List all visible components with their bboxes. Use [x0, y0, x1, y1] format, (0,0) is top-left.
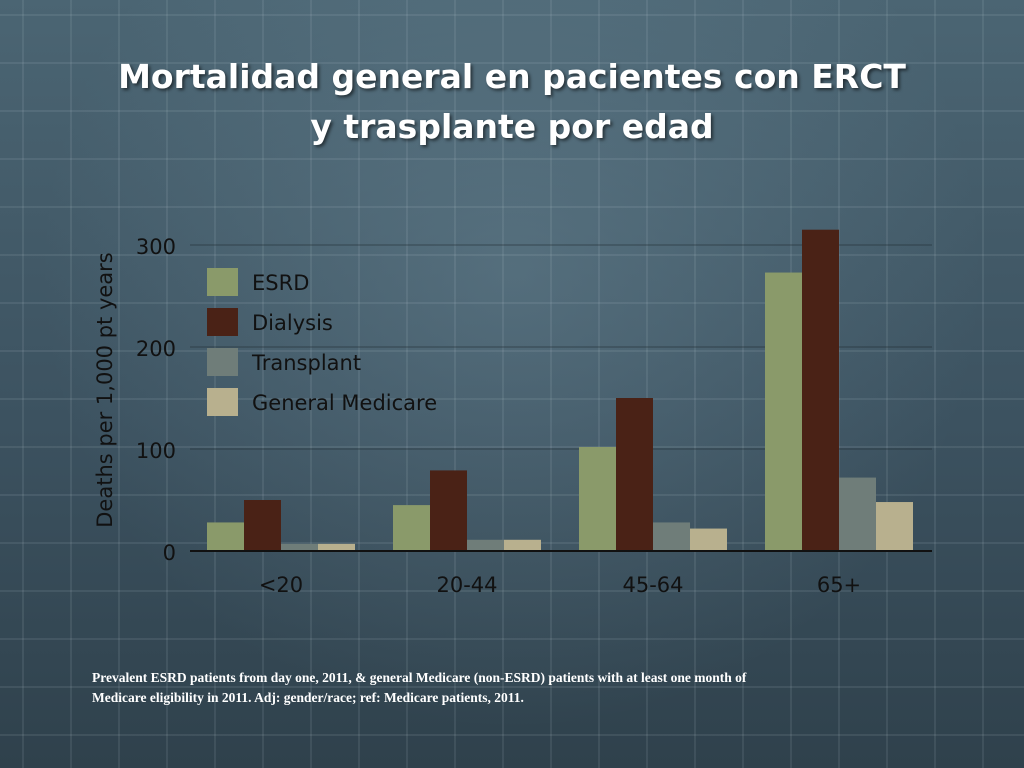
bar-dialysis-0: [244, 500, 281, 551]
caption-line-2: Medicare eligibility in 2011. Adj: gende…: [92, 690, 524, 705]
bar-esrd-1: [393, 505, 430, 551]
x-tick-label-3: 65+: [817, 573, 861, 597]
caption-line-1: Prevalent ESRD patients from day one, 20…: [92, 670, 747, 685]
y-tick-label-200: 200: [136, 337, 176, 361]
bar-esrd-2: [579, 446, 616, 551]
title-line-1: Mortalidad general en pacientes con ERCT: [118, 57, 906, 96]
chart-bars: [207, 229, 913, 551]
legend-swatch-esrd: [207, 268, 238, 296]
bar-general-medicare-2: [690, 528, 727, 551]
bar-general-medicare-0: [318, 543, 355, 551]
legend-swatch-general-medicare: [207, 388, 238, 416]
legend-swatch-transplant: [207, 348, 238, 376]
y-axis-label: Deaths per 1,000 pt years: [93, 252, 117, 528]
chart-legend: ESRD Dialysis Transplant General Medicare: [207, 268, 437, 416]
bar-transplant-2: [653, 522, 690, 551]
bar-transplant-3: [839, 477, 876, 551]
bar-general-medicare-1: [504, 539, 541, 551]
x-tick-label-2: 45-64: [622, 573, 683, 597]
y-axis-ticks: 0 100 200 300: [136, 235, 176, 565]
bar-dialysis-2: [616, 398, 653, 551]
source-caption: Prevalent ESRD patients from day one, 20…: [92, 668, 932, 708]
bar-transplant-1: [467, 539, 504, 551]
bar-transplant-0: [281, 543, 318, 551]
y-tick-label-0: 0: [163, 541, 176, 565]
bar-general-medicare-3: [876, 502, 913, 551]
legend-swatch-dialysis: [207, 308, 238, 336]
legend-label-esrd: ESRD: [252, 271, 309, 295]
bar-dialysis-1: [430, 470, 467, 551]
bar-esrd-3: [765, 272, 802, 551]
bar-esrd-0: [207, 522, 244, 551]
x-axis-ticks: <20 20-44 45-64 65+: [259, 573, 861, 597]
title-line-2: y trasplante por edad: [310, 107, 714, 146]
legend-label-dialysis: Dialysis: [252, 311, 333, 335]
x-tick-label-0: <20: [259, 573, 303, 597]
y-tick-label-100: 100: [136, 439, 176, 463]
y-tick-label-300: 300: [136, 235, 176, 259]
legend-label-general-medicare: General Medicare: [252, 391, 437, 415]
legend-label-transplant: Transplant: [251, 351, 361, 375]
slide-title: Mortalidad general en pacientes con ERCT…: [60, 52, 964, 152]
bar-dialysis-3: [802, 229, 839, 551]
x-tick-label-1: 20-44: [436, 573, 497, 597]
